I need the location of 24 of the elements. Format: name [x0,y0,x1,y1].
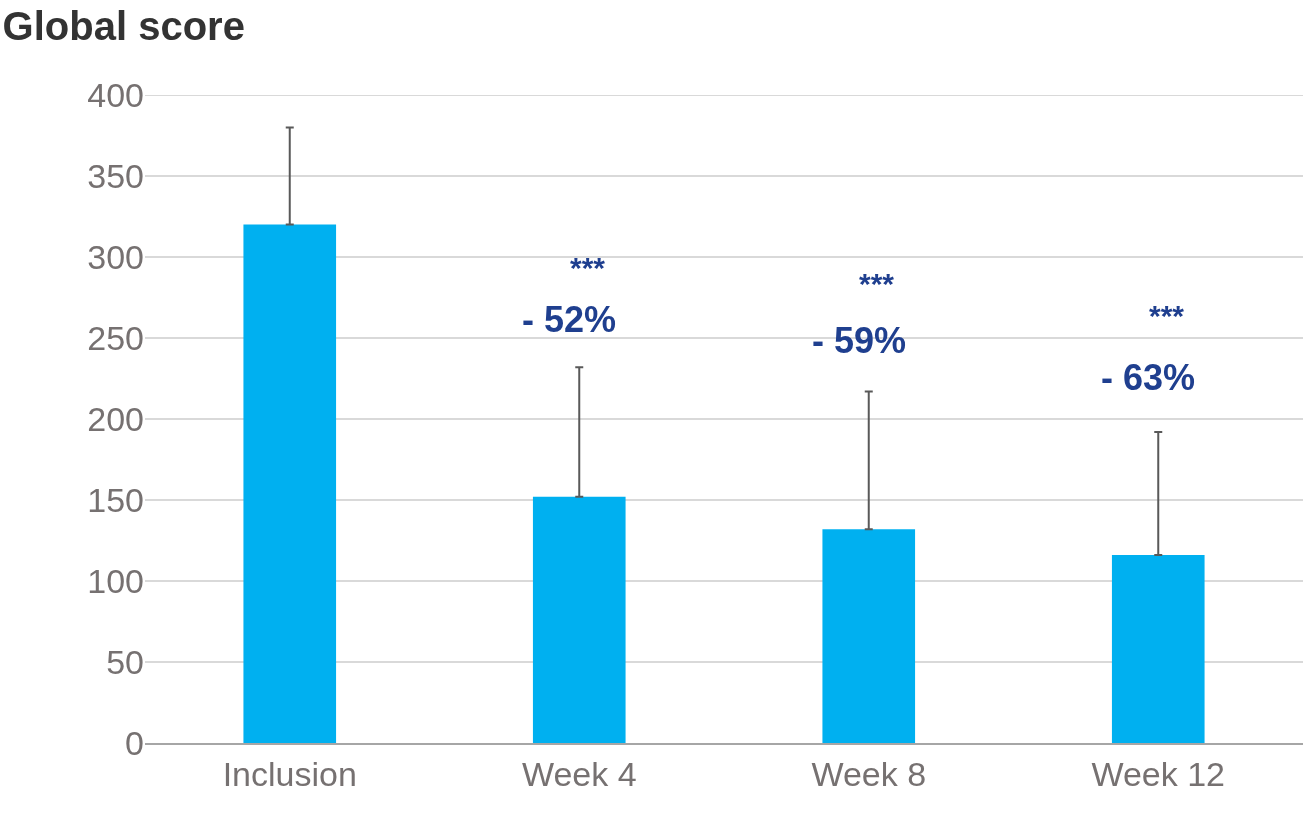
bar [822,529,916,743]
y-tick-label: 100 [87,561,144,600]
y-tick-label: 250 [87,318,144,357]
annotation: - 59% [812,320,907,361]
bar [532,496,626,743]
y-tick-label: 50 [106,642,144,681]
bar [243,224,337,743]
x-tick-label: Week 12 [1091,754,1226,793]
bar [1111,555,1205,743]
annotation: - 63% [1101,357,1196,398]
x-tick-label: Week 4 [521,754,637,793]
y-tick-label: 350 [87,156,144,195]
x-tick-label: Inclusion [222,754,357,793]
y-tick-label: 150 [87,480,144,519]
y-tick-label: 300 [87,237,144,276]
y-tick-label: 200 [87,399,144,438]
annotation: - 52% [522,299,617,340]
chart-title: Global score [2,4,245,49]
annotation: *** [570,251,606,284]
annotation: *** [859,267,895,300]
x-tick-label: Week 8 [811,754,927,793]
y-tick-label: 400 [87,75,144,114]
y-tick-label: 0 [125,723,144,762]
annotation: *** [1149,299,1185,332]
